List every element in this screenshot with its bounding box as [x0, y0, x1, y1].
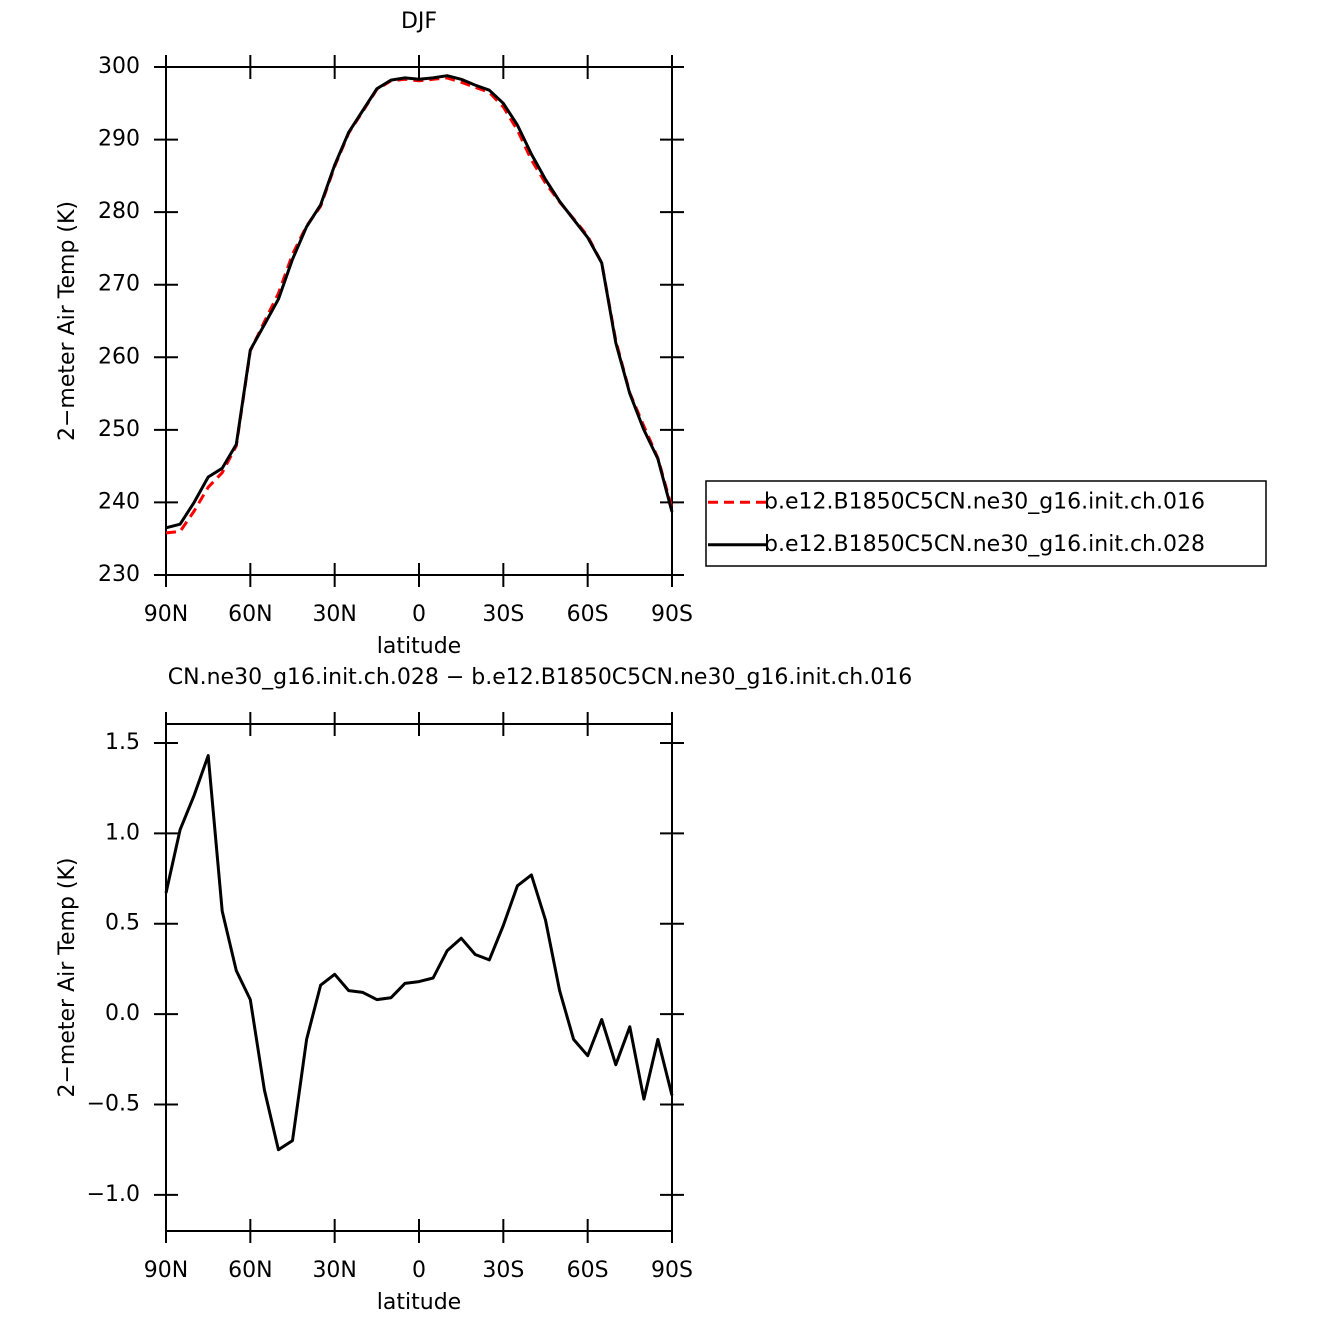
plot-frame: [165, 66, 673, 576]
y-axis-label: 2−meter Air Temp (K): [55, 857, 80, 1097]
y-tick-label: 260: [98, 344, 140, 369]
y-tick-label: 250: [98, 417, 140, 442]
x-tick-label: 30N: [312, 1258, 356, 1283]
y-tick-label: −1.0: [87, 1182, 140, 1207]
y-axis-label: 2−meter Air Temp (K): [55, 201, 80, 441]
y-tick-label: 240: [98, 489, 140, 514]
y-tick-label: 270: [98, 272, 140, 297]
legend-box: [705, 480, 1267, 567]
x-tick-label: 0: [412, 1258, 426, 1283]
x-tick-label: 30S: [482, 1258, 524, 1283]
y-tick-label: 0.5: [105, 911, 140, 936]
x-tick-label: 60N: [228, 602, 272, 627]
data-line: [164, 754, 674, 1152]
x-tick-label: 30N: [312, 602, 356, 627]
x-tick-label: 90S: [651, 602, 693, 627]
x-tick-label: 90N: [144, 602, 188, 627]
data-line: [165, 74, 674, 530]
x-tick-label: 60N: [228, 1258, 272, 1283]
y-tick-label: −0.5: [87, 1091, 140, 1116]
x-tick-label: 90S: [651, 1258, 693, 1283]
y-tick-label: 1.0: [105, 820, 140, 845]
x-tick-label: 0: [412, 602, 426, 627]
x-tick-label: 30S: [482, 602, 524, 627]
y-tick-label: 230: [98, 562, 140, 587]
y-tick-label: 0.0: [105, 1001, 140, 1026]
legend-label: b.e12.B1850C5CN.ne30_g16.init.ch.016: [764, 489, 1205, 514]
x-tick-label: 60S: [567, 602, 609, 627]
y-tick-label: 300: [98, 54, 140, 79]
x-tick-label: 90N: [144, 1258, 188, 1283]
chart-title: CN.ne30_g16.init.ch.028 − b.e12.B1850C5C…: [168, 665, 912, 690]
y-tick-label: 280: [98, 199, 140, 224]
plot-frame: [165, 723, 673, 1232]
y-tick-label: 290: [98, 127, 140, 152]
x-axis-label: latitude: [377, 1290, 461, 1315]
legend-label: b.e12.B1850C5CN.ne30_g16.init.ch.028: [764, 532, 1205, 557]
x-tick-label: 60S: [567, 1258, 609, 1283]
x-axis-label: latitude: [377, 634, 461, 659]
y-tick-label: 1.5: [105, 730, 140, 755]
chart-title: DJF: [401, 9, 437, 34]
data-line: [165, 76, 674, 535]
